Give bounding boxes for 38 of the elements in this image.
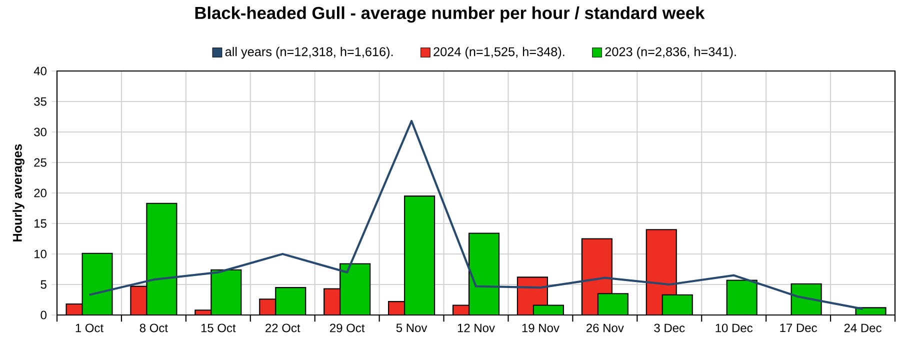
- bar: [82, 252, 113, 315]
- y-tick-label: 25: [34, 158, 46, 167]
- x-tick-label: 15 Oct: [201, 324, 236, 332]
- x-tick-label: 17 Dec: [780, 324, 817, 332]
- x-tick-label: 29 Oct: [330, 324, 365, 332]
- bar: [146, 202, 178, 315]
- x-tick-label: 1 Oct: [76, 324, 104, 332]
- bar: [275, 287, 306, 315]
- x-tick-label: 12 Nov: [458, 324, 495, 332]
- x-tick-label: 10 Dec: [716, 324, 753, 332]
- y-tick-label: 35: [34, 97, 46, 106]
- y-tick-label: 5: [40, 280, 46, 289]
- y-tick-label: 40: [34, 66, 46, 76]
- legend-label: 2024 (n=1,525, h=348).: [434, 46, 564, 59]
- legend-label: all years (n=12,318, h=1,616).: [225, 46, 393, 59]
- x-tick-label: 5 Nov: [396, 324, 428, 332]
- x-tick-label: 26 Nov: [586, 324, 624, 332]
- x-tick-label: 19 Nov: [522, 324, 560, 332]
- line-series: [88, 120, 864, 310]
- y-tick-label: 30: [34, 128, 46, 136]
- x-tick-label: 22 Oct: [266, 324, 300, 332]
- y-tick-label: 20: [34, 188, 46, 198]
- y-tick-label: 0: [40, 310, 46, 320]
- bar: [404, 196, 436, 315]
- y-tick-label: 10: [34, 250, 46, 258]
- bar: [340, 263, 371, 315]
- bar: [468, 232, 500, 315]
- x-tick-label: 24 Dec: [844, 324, 882, 332]
- bar: [662, 294, 693, 315]
- bar: [210, 269, 242, 315]
- bar: [597, 293, 628, 315]
- chart-title: Black-headed Gull - average number per hour / standard week: [195, 6, 705, 23]
- y-axis-title: Hourly averages: [12, 144, 24, 242]
- y-tick-label: 15: [34, 219, 46, 228]
- bar: [726, 280, 758, 315]
- x-tick-label: 3 Dec: [654, 324, 685, 332]
- x-tick-label: 8 Oct: [140, 324, 168, 332]
- legend-label: 2023 (n=2,836, h=341).: [605, 46, 736, 59]
